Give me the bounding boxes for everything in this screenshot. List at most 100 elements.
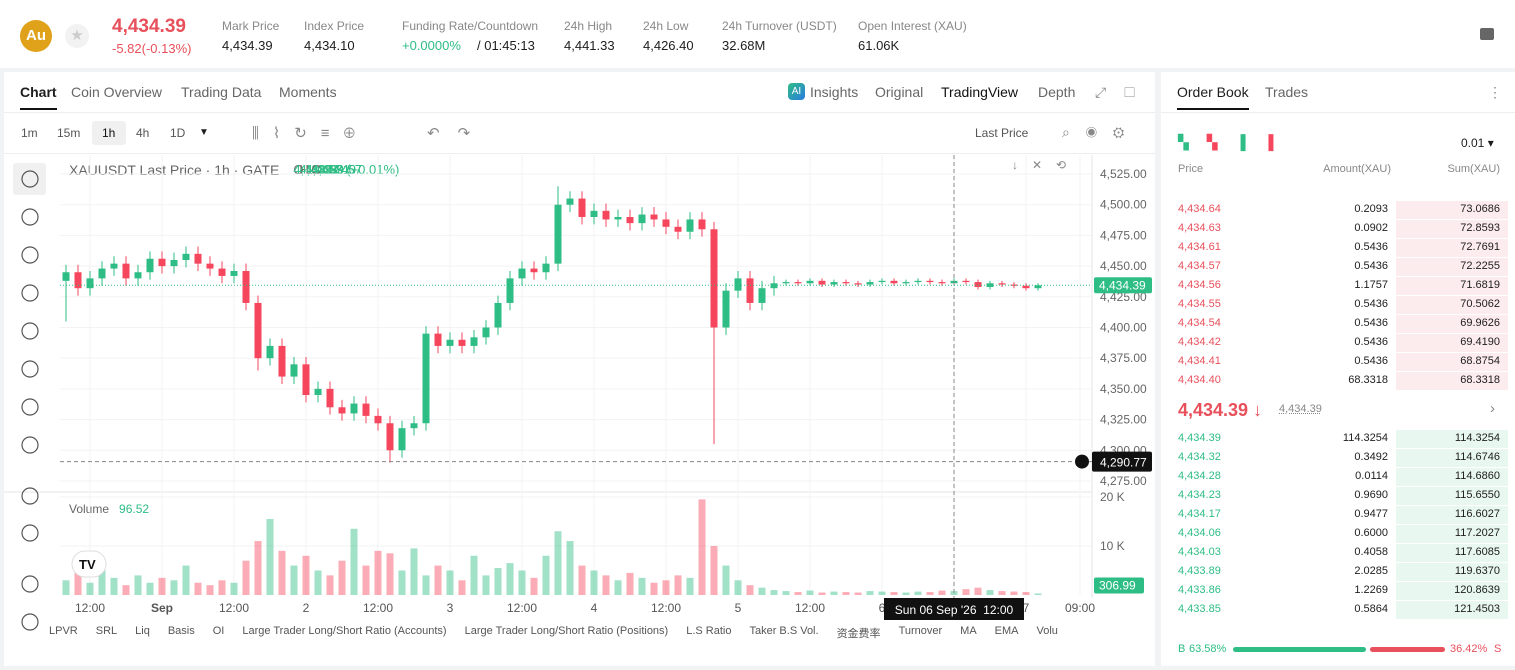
book-price: 4,434.63	[1178, 222, 1221, 234]
indicator[interactable]: Basis	[167, 625, 195, 637]
book-view-icons[interactable]: ▚▚▐▐	[1178, 134, 1292, 150]
candle-body	[218, 268, 226, 276]
chart-tools[interactable]: ⌕◉⚙	[1062, 124, 1141, 140]
volume-bar	[890, 592, 898, 595]
indicator[interactable]: Large Trader Long/Short Ratio (Accounts)	[242, 625, 447, 637]
interval[interactable]: 1h	[102, 126, 116, 140]
drawing-tool[interactable]	[21, 360, 39, 378]
volume-value: 96.52	[119, 502, 150, 516]
volume-bar	[398, 570, 406, 595]
tool-selected	[13, 163, 46, 195]
book-sum: 69.9626	[1460, 317, 1500, 329]
drawing-tool[interactable]	[21, 613, 39, 631]
book-amount: 0.5436	[1354, 336, 1388, 348]
indicator[interactable]: Turnover	[898, 625, 943, 637]
book-price: 4,434.28	[1178, 470, 1221, 482]
indicator[interactable]: MA	[960, 625, 977, 637]
book-sum: 120.8639	[1454, 584, 1500, 596]
volume-bar	[98, 570, 106, 595]
candle-body	[338, 407, 346, 414]
view-tab[interactable]: TradingView	[941, 84, 1019, 100]
volume-bar	[350, 528, 358, 595]
stat-value: 32.68M	[722, 38, 766, 53]
drawing-tool[interactable]	[21, 208, 39, 226]
depth-bar	[1396, 582, 1508, 600]
volume-bar	[158, 577, 166, 595]
precision[interactable]: 0.01 ▾	[1461, 136, 1494, 150]
chart-tab[interactable]: Moments	[279, 84, 337, 100]
book-tab[interactable]: Order Book	[1177, 84, 1249, 110]
indicator[interactable]: EMA	[994, 625, 1019, 637]
candle-body	[230, 271, 238, 276]
toolbar-icons[interactable]: ⫼⌇↻≡⊕	[252, 125, 370, 142]
stat-label: Index Price	[304, 19, 365, 33]
view-tab[interactable]: Original	[875, 84, 924, 100]
drawing-tool[interactable]	[21, 170, 39, 188]
candle-body	[638, 214, 646, 224]
volume-bar	[590, 570, 598, 595]
indicator[interactable]: OI	[212, 625, 225, 637]
chevron[interactable]: ›	[1490, 400, 1495, 417]
indicator[interactable]: LPVR	[49, 625, 78, 637]
drawing-tool[interactable]	[21, 575, 39, 593]
indicator[interactable]: L.S Ratio	[686, 625, 732, 637]
price-type[interactable]: Last Price	[975, 126, 1029, 140]
depth-bar	[1396, 506, 1508, 524]
panel-tools[interactable]: ⤢☐	[1095, 84, 1153, 100]
interval-caret[interactable]: ▼	[199, 127, 209, 138]
candle-body	[662, 219, 670, 227]
book-amount: 0.5864	[1354, 603, 1388, 615]
drawing-tool[interactable]	[21, 487, 39, 505]
indicator[interactable]: Volu	[1036, 625, 1058, 637]
crosshair-tag	[1092, 451, 1152, 472]
header-change: -5.82(-0.13%)	[112, 41, 192, 56]
drawing-tool[interactable]	[21, 284, 39, 302]
book-price: 4,434.06	[1178, 527, 1221, 539]
interval-selected-bg	[92, 121, 126, 145]
view-tab[interactable]: Depth	[1038, 84, 1076, 100]
candle-body	[242, 271, 250, 303]
candle-body	[158, 258, 166, 267]
interval[interactable]: 4h	[136, 126, 150, 140]
candle-body	[398, 428, 406, 451]
drawing-tool[interactable]	[21, 436, 39, 454]
book-price: 4,434.56	[1178, 279, 1221, 291]
view-tab[interactable]: Insights	[810, 84, 859, 100]
drawing-tool[interactable]	[21, 322, 39, 340]
divider	[4, 112, 1155, 113]
volume-bar	[722, 565, 730, 595]
stat-label: 24h Turnover (USDT)	[722, 19, 837, 33]
candle-body	[962, 280, 970, 283]
indicator[interactable]: SRL	[95, 625, 118, 637]
sell-bar	[1369, 647, 1445, 652]
indicator[interactable]: Taker B.S Vol.	[749, 625, 819, 637]
undo-redo[interactable]: ↶↷	[427, 125, 489, 142]
indicator[interactable]: Large Trader Long/Short Ratio (Positions…	[464, 625, 669, 637]
book-tab[interactable]: Trades	[1265, 84, 1309, 100]
y-tick-label: 4,325.00	[1100, 413, 1147, 427]
stat-value: +0.0000%	[402, 38, 461, 53]
book-sum: 72.8593	[1460, 222, 1500, 234]
x-tick-label: Sep	[151, 601, 173, 615]
volume-bar	[194, 582, 202, 595]
book-sum: 117.2027	[1454, 527, 1500, 539]
layout-icon[interactable]	[1480, 28, 1494, 40]
interval[interactable]: 1D	[170, 126, 186, 140]
candle-body	[626, 216, 634, 224]
volume-bar	[542, 555, 550, 595]
book-sum: 70.5062	[1460, 298, 1500, 310]
chart-tab[interactable]: Coin Overview	[71, 84, 163, 100]
favorite-star[interactable]: ★	[65, 24, 89, 48]
indicator[interactable]: 资金费率	[836, 628, 881, 640]
interval[interactable]: 15m	[57, 126, 81, 140]
interval[interactable]: 1m	[21, 126, 38, 140]
chart-tab[interactable]: Chart	[20, 84, 57, 110]
more-icon[interactable]: ⋮	[1488, 84, 1502, 100]
candle-body	[458, 339, 466, 346]
drawing-tool[interactable]	[21, 524, 39, 542]
book-price: 4,434.57	[1178, 260, 1221, 272]
drawing-tool[interactable]	[21, 398, 39, 416]
indicator[interactable]: Liq	[135, 625, 150, 637]
chart-tab[interactable]: Trading Data	[181, 84, 262, 100]
drawing-tool[interactable]	[21, 246, 39, 264]
